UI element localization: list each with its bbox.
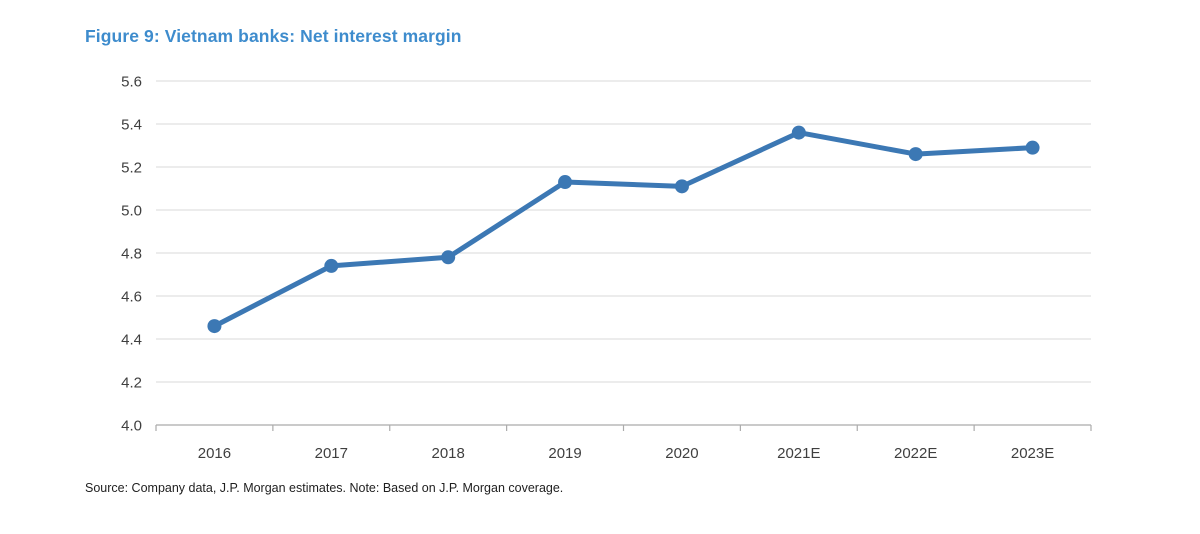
data-point-2021E (791, 125, 806, 140)
x-axis-tick-label: 2021E (777, 445, 820, 462)
data-point-2017 (324, 258, 339, 273)
data-point-2018 (441, 250, 456, 265)
data-point-2022E (908, 147, 923, 162)
y-axis-tick-label: 4.6 (121, 289, 142, 306)
x-axis-tick-label: 2020 (665, 445, 698, 462)
data-point-2020 (674, 179, 689, 194)
x-axis-tick-label: 2023E (1011, 445, 1054, 462)
x-axis-tick-label: 2018 (432, 445, 465, 462)
data-point-2023E (1025, 140, 1040, 155)
x-axis-tick-label: 2016 (198, 445, 231, 462)
x-axis-tick-label: 2017 (315, 445, 348, 462)
y-axis-tick-label: 4.2 (121, 375, 142, 392)
y-axis-tick-label: 5.4 (121, 117, 142, 134)
y-axis-tick-label: 4.4 (121, 332, 142, 349)
data-point-2019 (558, 175, 573, 190)
y-axis-tick-label: 5.0 (121, 203, 142, 220)
source-note: Source: Company data, J.P. Morgan estima… (85, 481, 564, 495)
x-axis-tick-label: 2019 (548, 445, 581, 462)
figure-title: Figure 9: Vietnam banks: Net interest ma… (85, 26, 462, 46)
y-axis-tick-label: 5.6 (121, 74, 142, 91)
y-axis-tick-label: 4.8 (121, 246, 142, 263)
data-point-2016 (207, 319, 222, 334)
x-axis-tick-label: 2022E (894, 445, 937, 462)
nim-series-line (211, 130, 1036, 329)
y-axis-tick-label: 5.2 (121, 160, 142, 177)
y-axis-tick-label: 4.0 (121, 418, 142, 435)
